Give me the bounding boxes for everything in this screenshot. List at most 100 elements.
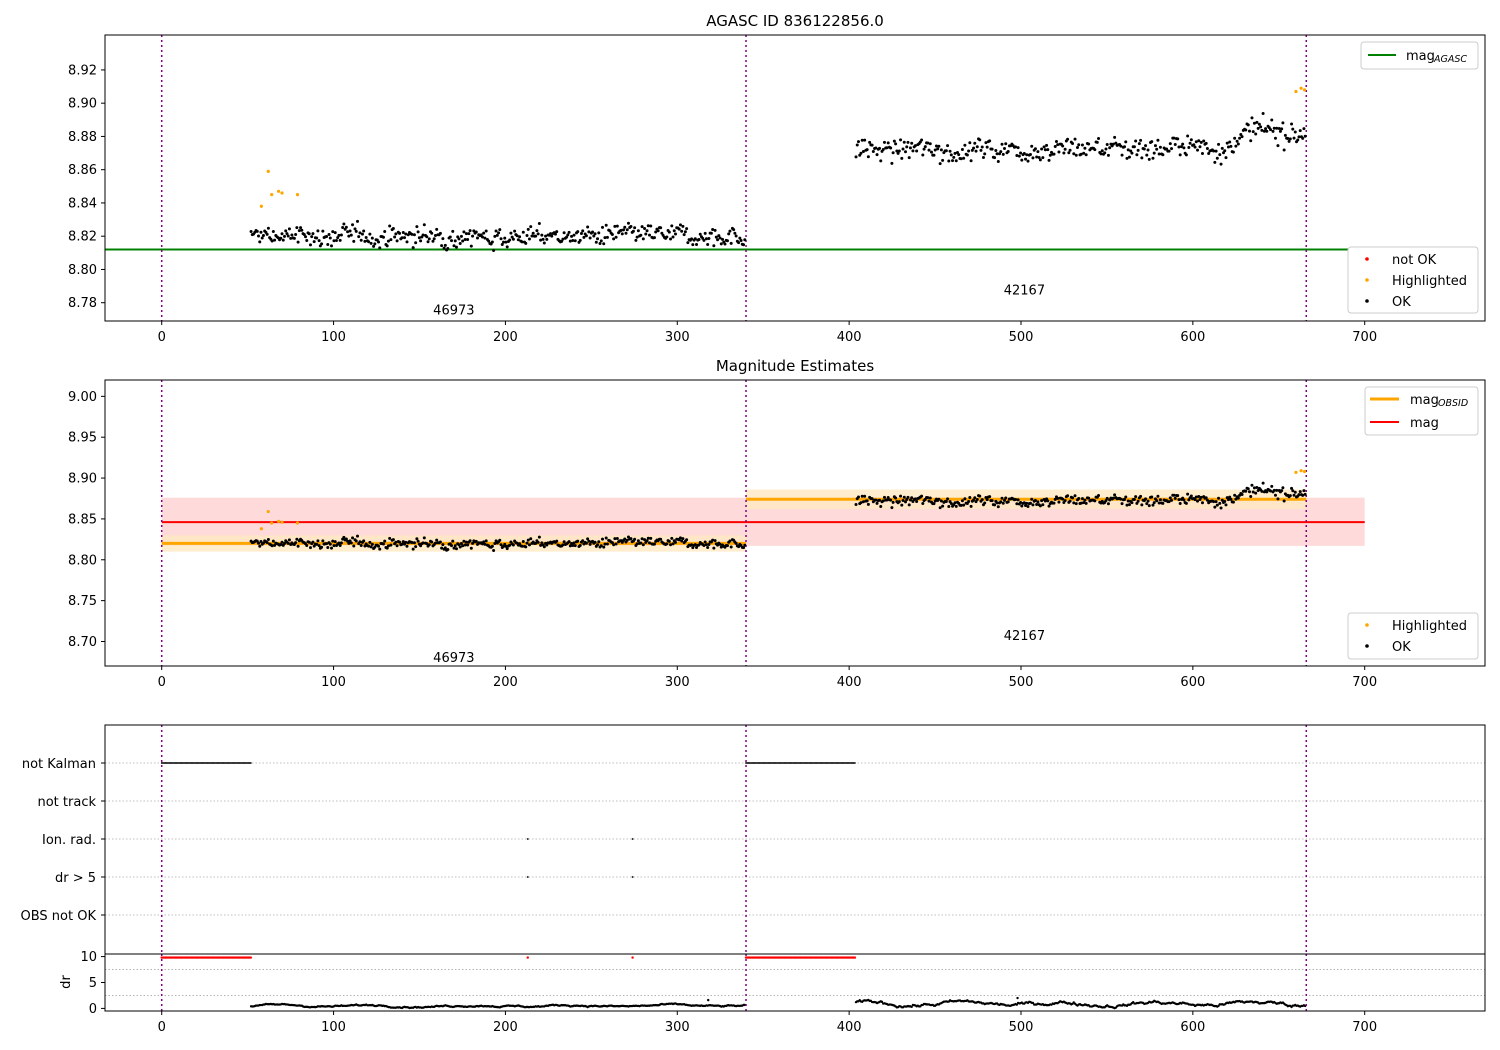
ok-point [1072,152,1076,156]
ok-point [1019,151,1023,155]
ok-point [1035,503,1039,507]
ok-point [443,546,447,550]
ok-point [430,231,434,235]
ok-point [1168,496,1172,500]
ok-point [438,231,442,235]
ok-point [988,139,992,143]
ok-point [446,246,450,250]
ok-point [453,544,457,548]
ok-point [953,151,957,155]
ok-point [640,537,644,541]
flag-point [231,762,234,764]
ok-point [599,239,603,243]
ok-point [993,156,997,160]
ok-point [1254,132,1258,136]
ok-point [1173,142,1177,146]
flags-panel: not Kalman not track Ion. rad. dr > 5 OBS no… [21,724,1486,955]
ok-point [441,543,445,547]
ok-point [509,231,513,235]
ok-point [1252,486,1256,490]
ok-point [476,236,480,240]
ok-point [349,233,353,237]
ok-point [1014,145,1018,149]
ok-point [891,151,895,155]
flag-point [179,762,182,764]
ok-point [527,543,531,547]
ok-point [1053,145,1057,149]
y-tick-label: 8.82 [68,230,97,245]
ok-point [525,541,529,545]
ok-point [682,233,686,237]
ok-point [895,149,899,153]
ok-point [553,232,557,236]
flag-point [247,762,250,764]
ok-point [859,151,863,155]
ok-point [305,238,309,242]
flag-point [854,762,856,764]
legend-lines: mag AGASC [1360,41,1479,70]
ok-point [1233,493,1237,497]
ok-point [1291,127,1295,131]
ok-point [282,542,286,546]
ok-point [578,543,582,547]
ok-point [321,229,325,233]
ok-point [1048,153,1052,157]
ok-point [504,544,508,548]
ok-point [652,236,656,240]
ok-point [1004,142,1008,146]
flag-point [191,762,194,764]
ok-point [962,503,966,507]
ok-point [1024,157,1028,161]
ok-point [995,152,999,156]
ok-point [667,539,671,543]
ok-point [265,541,269,545]
flag-label: not track [37,795,96,810]
ok-point [1093,499,1097,503]
ok-point [622,228,626,232]
flag-point [825,762,828,764]
ok-point [417,236,421,240]
dr-capped-point [526,956,529,959]
ok-point [316,229,320,233]
ok-point [1072,501,1076,505]
flag-point [784,762,787,764]
ok-point [287,227,291,231]
ok-point [904,500,908,504]
ok-point [659,537,663,541]
ok-point [1038,504,1042,508]
ok-point [1297,493,1301,497]
flag-point [751,762,754,764]
flag-point [813,762,815,764]
ok-point [1120,153,1124,157]
highlighted-point [1294,470,1298,474]
ok-point [861,500,865,504]
ok-point [1132,145,1136,149]
ok-point [960,499,964,503]
ok-point [1219,506,1223,510]
ok-point [1022,151,1026,155]
ok-point [954,504,958,508]
flag-point [164,762,167,764]
ok-point [454,245,458,249]
ok-point [370,236,374,240]
ok-point [1202,139,1206,143]
ok-point [398,231,402,235]
ok-point [549,232,553,236]
ok-point [1150,140,1154,144]
ok-point [463,543,467,547]
ok-point [681,224,685,228]
ok-point [1254,491,1258,495]
ok-point [593,540,597,544]
axes-frame [104,724,1486,955]
ok-point [531,231,535,235]
flag-point [246,762,248,764]
ok-point [1083,498,1087,502]
ok-point [1087,142,1091,146]
ok-point [1022,501,1026,505]
ok-point [613,537,617,541]
ok-point [1170,147,1174,151]
ok-point [633,537,637,541]
flag-point [178,762,180,764]
legend-points: Highlighted OK [1347,612,1479,660]
ok-point [645,229,649,233]
